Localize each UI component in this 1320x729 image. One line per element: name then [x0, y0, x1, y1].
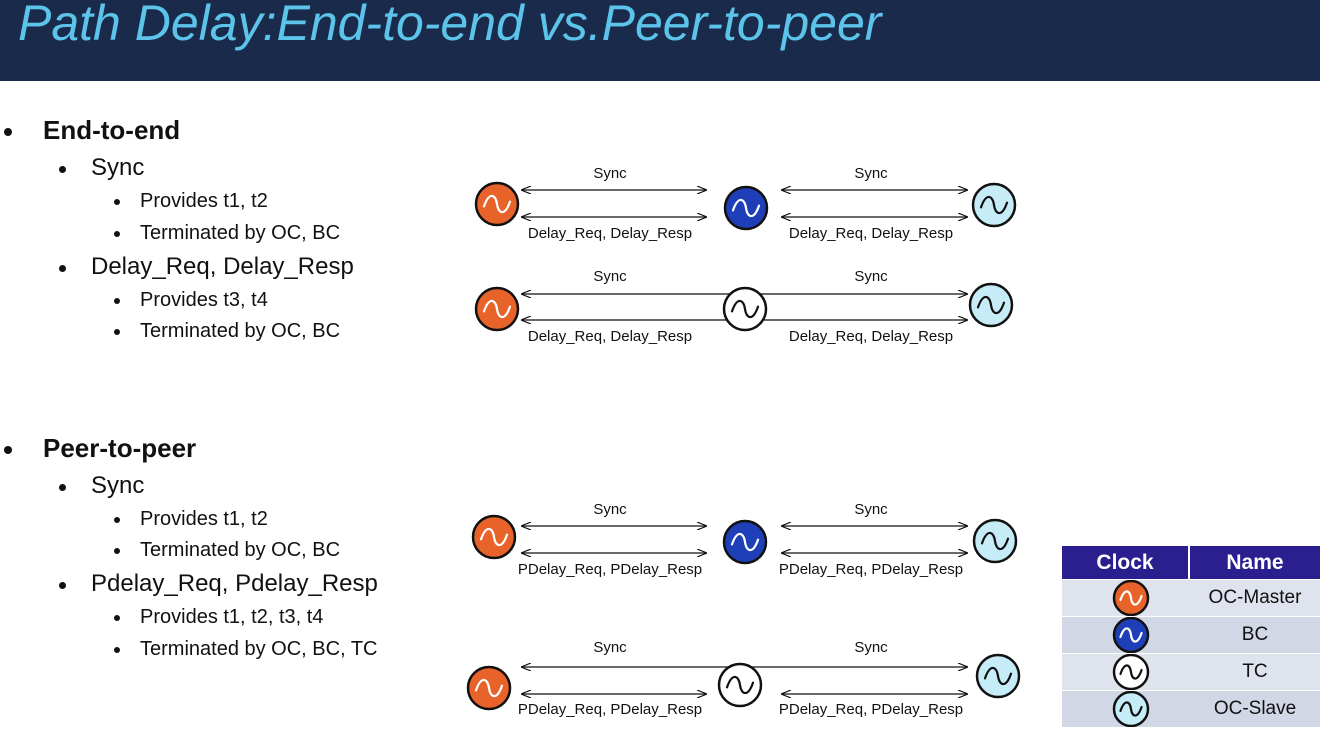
- bullet-dot: [114, 231, 120, 237]
- bullet-dot: [4, 446, 12, 454]
- oc-slave-clock-icon: [968, 282, 1014, 328]
- list-subitem: Provides t1, t2: [140, 190, 268, 212]
- bullet-dot: [4, 128, 12, 136]
- sync-label: Sync: [854, 501, 888, 518]
- oc-master-clock-icon: [471, 514, 517, 560]
- list-item-pdelay: Pdelay_Req, Pdelay_Resp: [91, 570, 378, 597]
- list-subitem: Terminated by OC, BC: [140, 222, 341, 244]
- oc-slave-clock-icon: [1112, 691, 1150, 727]
- diagram-row: Sync Sync Delay_Req, Delay_Resp Delay_Req, …: [474, 268, 1014, 345]
- bullet-dot: [114, 329, 120, 335]
- oc-master-clock-icon: [466, 665, 512, 711]
- sync-label: Sync: [593, 639, 627, 656]
- slide-title: Path Delay:End-to-end vs.Peer-to-peer: [18, 0, 882, 51]
- tc-clock-icon: [1112, 654, 1150, 690]
- sync-label: Sync: [854, 165, 888, 182]
- legend-row: OC-Slave: [1062, 691, 1320, 727]
- legend-name: TC: [1242, 661, 1268, 682]
- sync-label: Sync: [593, 501, 627, 518]
- diagram-row: Sync Sync PDelay_Req, PDelay_Resp PDelay_Re…: [471, 501, 1018, 578]
- title-bar: Path Delay:End-to-end vs.Peer-to-peer: [0, 0, 1320, 81]
- delay-label: PDelay_Req, PDelay_Resp: [518, 701, 702, 718]
- list-item-sync: Sync: [91, 154, 145, 181]
- bullet-dot: [59, 484, 66, 491]
- delay-label: Delay_Req, Delay_Resp: [789, 225, 953, 242]
- list-subitem: Terminated by OC, BC: [140, 539, 341, 561]
- delay-label: PDelay_Req, PDelay_Resp: [779, 561, 963, 578]
- list-subitem: Provides t1, t2, t3, t4: [140, 606, 324, 628]
- sync-label: Sync: [593, 268, 627, 285]
- legend-clock-cell: [1062, 654, 1188, 690]
- oc-master-clock-icon: [1112, 580, 1150, 616]
- list-item-delay: Delay_Req, Delay_Resp: [91, 253, 354, 280]
- legend-row: TC: [1062, 654, 1320, 690]
- bc-clock-icon: [723, 185, 769, 231]
- legend-clock-cell: [1062, 691, 1188, 727]
- diagram-group: Sync Sync Delay_Req, Delay_Resp Delay_Req, …: [466, 165, 1021, 718]
- bullet-dot: [59, 166, 66, 173]
- sync-label: Sync: [593, 165, 627, 182]
- bullet-dot: [114, 647, 120, 653]
- legend-name: OC-Master: [1208, 587, 1302, 608]
- legend-name: BC: [1241, 624, 1269, 645]
- legend-row: BC: [1062, 617, 1320, 653]
- diagram-row: Sync Sync Delay_Req, Delay_Resp Delay_Req, …: [474, 165, 1017, 242]
- legend-name: OC-Slave: [1213, 698, 1297, 719]
- delay-label: Delay_Req, Delay_Resp: [789, 328, 953, 345]
- bullet-dot: [114, 615, 120, 621]
- oc-slave-clock-icon: [971, 182, 1017, 228]
- bullet-dot: [59, 582, 66, 589]
- bullet-dot: [114, 199, 120, 205]
- oc-master-clock-icon: [474, 286, 520, 332]
- bullet-dot: [114, 517, 120, 523]
- clock-legend: Clock Name OC-Master BC TC OC-Slave: [1062, 546, 1320, 727]
- legend-header-name: Name: [1190, 546, 1320, 579]
- list-subitem: Provides t1, t2: [140, 508, 268, 530]
- oc-master-clock-icon: [474, 181, 520, 227]
- list-subitem: Terminated by OC, BC: [140, 320, 341, 342]
- legend-header: Clock Name: [1062, 546, 1320, 579]
- delay-label: PDelay_Req, PDelay_Resp: [518, 561, 702, 578]
- delay-label: Delay_Req, Delay_Resp: [528, 225, 692, 242]
- tc-clock-icon: [1112, 654, 1150, 690]
- bc-clock-icon: [1112, 617, 1150, 653]
- bc-clock-icon: [722, 519, 768, 565]
- oc-master-clock-icon: [1112, 580, 1150, 616]
- legend-clock-cell: [1062, 580, 1188, 616]
- sync-label: Sync: [854, 268, 888, 285]
- legend-header-clock: Clock: [1062, 546, 1188, 579]
- tc-clock-icon: [717, 662, 763, 708]
- legend-row: OC-Master: [1062, 580, 1320, 616]
- oc-slave-clock-icon: [1112, 691, 1150, 727]
- diagram-row: Sync Sync PDelay_Req, PDelay_Resp PDelay_Re…: [466, 639, 1021, 718]
- bc-clock-icon: [1112, 617, 1150, 653]
- oc-slave-clock-icon: [972, 518, 1018, 564]
- delay-label: Delay_Req, Delay_Resp: [528, 328, 692, 345]
- bullet-dot: [59, 265, 66, 272]
- section-heading-e2e: End-to-end: [43, 115, 181, 145]
- list-item-sync: Sync: [91, 472, 145, 499]
- list-subitem: Terminated by OC, BC, TC: [140, 638, 378, 660]
- list-subitem: Provides t3, t4: [140, 289, 268, 311]
- legend-clock-cell: [1062, 617, 1188, 653]
- tc-clock-icon: [722, 286, 768, 332]
- delay-label: PDelay_Req, PDelay_Resp: [779, 701, 963, 718]
- sync-label: Sync: [854, 639, 888, 656]
- bullet-dot: [114, 298, 120, 304]
- section-heading-p2p: Peer-to-peer: [43, 433, 197, 463]
- bullet-dot: [114, 548, 120, 554]
- oc-slave-clock-icon: [975, 653, 1021, 699]
